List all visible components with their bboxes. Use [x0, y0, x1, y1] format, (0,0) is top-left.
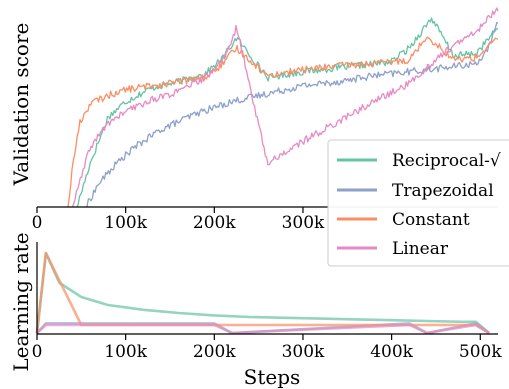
x-tick-label: 100k	[104, 342, 147, 362]
top-x-ticks: 0 100k 200k 300k	[32, 207, 325, 233]
legend-label-constant: Constant	[392, 210, 470, 230]
bottom-x-ticks: 0 100k 200k 300k 400k 500k	[32, 334, 502, 362]
x-tick-label: 300k	[282, 213, 325, 233]
legend-label-linear: Linear	[392, 239, 449, 259]
validation-score-panel: 0 100k 200k 300k Validation score Reciproca…	[9, 7, 509, 267]
validation-series-lines	[67, 7, 499, 208]
validation-line-linear	[71, 7, 499, 208]
x-tick-label: 200k	[193, 213, 236, 233]
bottom-x-axis-label: Steps	[244, 365, 301, 389]
x-tick-label: 0	[32, 213, 43, 233]
x-tick-label: 500k	[459, 342, 502, 362]
validation-line-constant	[67, 36, 499, 208]
x-tick-label: 400k	[370, 342, 413, 362]
learning-rate-series-lines	[35, 251, 490, 335]
top-y-axis-label: Validation score	[9, 23, 33, 187]
legend-label-trapezoidal: Trapezoidal	[392, 181, 494, 201]
legend: Reciprocal-√ Trapezoidal Constant Linear	[327, 139, 509, 267]
learning-rate-panel: 0 100k 200k 300k 400k 500k Learning rate Step…	[9, 232, 502, 389]
learning-rate-line-linear	[36, 323, 490, 335]
bottom-y-axis-label: Learning rate	[9, 232, 33, 371]
validation-line-trapezoidal	[85, 21, 499, 208]
x-tick-label: 0	[32, 342, 43, 362]
learning-rate-line-reciprocal	[35, 251, 490, 334]
legend-box	[327, 139, 509, 267]
x-tick-label: 200k	[193, 342, 236, 362]
x-tick-label: 100k	[104, 213, 147, 233]
legend-label-reciprocal: Reciprocal-√	[392, 151, 501, 171]
validation-line-reciprocal	[76, 17, 499, 208]
x-tick-label: 300k	[282, 342, 325, 362]
